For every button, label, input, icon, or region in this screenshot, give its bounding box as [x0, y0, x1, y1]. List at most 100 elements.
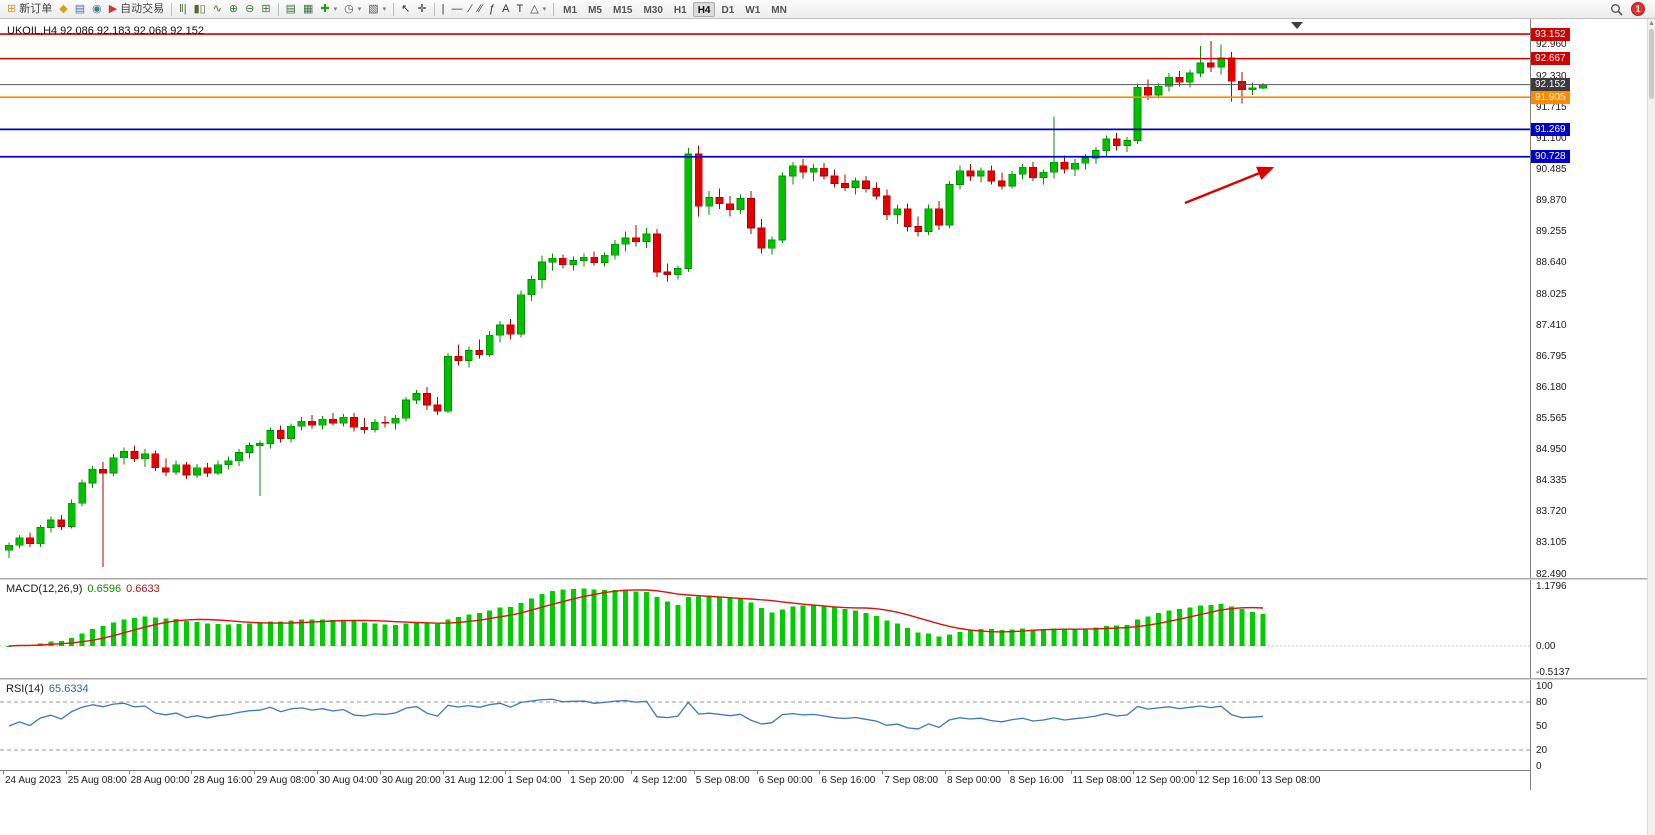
macd-bar: [602, 590, 608, 646]
timeframe-h4[interactable]: H4: [692, 1, 716, 17]
candlestick-chart-icon-glyph: ▮▯: [193, 2, 206, 15]
channel-icon[interactable]: ∕∕: [475, 1, 485, 18]
candle-body: [1018, 166, 1027, 175]
template-menu-button[interactable]: ▧ ▾: [365, 1, 389, 18]
zoom-in-icon[interactable]: ⊕: [226, 1, 241, 18]
template-menu-button-glyph: ▧: [368, 2, 379, 15]
shapes-menu-button-glyph: △: [530, 2, 539, 15]
price-level-badge: 91.905: [1531, 90, 1570, 104]
macd-bar: [299, 619, 305, 646]
candle-body: [99, 468, 107, 474]
candle-body: [997, 180, 1006, 187]
macd-bar: [915, 632, 921, 646]
candle-body: [538, 261, 546, 280]
price-axis[interactable]: 92.960 92.330 91.715 91.100 90.485 89.870 89.2…: [1530, 19, 1648, 790]
macd-bar: [978, 629, 984, 646]
horizontal-line-icon[interactable]: —: [448, 1, 465, 18]
rsi-axis-label: 100: [1536, 681, 1553, 692]
chart-list-icon[interactable]: ▤: [283, 1, 299, 18]
timeframes-menu-button[interactable]: ◷ ▾: [341, 1, 364, 18]
timeframe-m5[interactable]: M5: [588, 4, 602, 16]
rsi-panel[interactable]: RSI(14) 65.6334: [0, 680, 1530, 770]
zoom-out-icon[interactable]: ⊖: [242, 1, 257, 18]
macd-bar: [685, 597, 691, 646]
candle-body: [653, 233, 661, 273]
time-axis-tick: [317, 771, 318, 774]
candle-body: [663, 271, 672, 275]
autotrading-button[interactable]: ▶ 自动交易: [106, 1, 167, 18]
notification-badge[interactable]: 1: [1631, 2, 1645, 16]
text-label-icon[interactable]: T: [513, 1, 526, 18]
macd-bar: [215, 624, 221, 646]
data-window-icon[interactable]: ◉: [89, 1, 105, 18]
price-tick-label: 92.960: [1536, 38, 1567, 50]
candlestick-chart[interactable]: [0, 19, 1530, 578]
add-indicator-button-glyph: ✚: [320, 2, 330, 15]
macd-bar: [372, 623, 378, 646]
search-icon[interactable]: [1607, 1, 1626, 18]
candlestick-chart-icon[interactable]: ▮▯: [191, 1, 209, 18]
price-tick-label: 84.335: [1536, 475, 1567, 487]
bar-chart-icon[interactable]: ‖|: [176, 1, 189, 18]
scrollbar-thumb[interactable]: [1649, 29, 1654, 99]
text-icon[interactable]: A: [499, 1, 512, 18]
macd-panel[interactable]: MACD(12,26,9) 0.6596 0.6633: [0, 580, 1530, 678]
macd-bar: [309, 619, 315, 646]
chart-cascade-icon[interactable]: ▦: [300, 1, 316, 18]
scrollbar-up-arrow[interactable]: ▲: [1648, 20, 1655, 27]
tile-windows-icon[interactable]: ⊞: [258, 1, 273, 18]
profiles-icon[interactable]: ◆: [56, 1, 70, 18]
crosshair-icon[interactable]: ✛: [414, 1, 429, 18]
data-window-icon-glyph: ◉: [92, 2, 102, 15]
macd-bar: [382, 624, 388, 646]
fibonacci-icon[interactable]: ƒ: [486, 1, 498, 18]
timeframe-w1[interactable]: W1: [745, 4, 761, 16]
candle-body: [339, 416, 348, 424]
market-watch-icon[interactable]: ▤: [72, 1, 88, 18]
autotrading-button-label: 自动交易: [120, 2, 165, 15]
main-chart-panel[interactable]: UKOIL,H4 92.086 92.183 92.068 92.152: [0, 19, 1530, 578]
line-chart-icon[interactable]: ∿: [210, 1, 225, 18]
price-level-badge: 91.269: [1531, 122, 1570, 136]
timeframe-mn[interactable]: MN: [771, 4, 787, 16]
time-axis-tick: [379, 771, 381, 774]
panel-splitter-rsi[interactable]: [0, 678, 1655, 680]
macd-bar: [581, 588, 587, 646]
add-indicator-button[interactable]: ✚ ▾: [317, 1, 340, 18]
new-order-button[interactable]: ⊞ 新订单: [4, 1, 55, 18]
panel-splitter-macd[interactable]: [0, 578, 1655, 580]
time-axis-label: 8 Sep 16:00: [1009, 775, 1064, 786]
candle-body: [1029, 166, 1037, 178]
timeframe-m30[interactable]: M30: [643, 4, 663, 16]
chart-shift-marker[interactable]: [1291, 22, 1303, 29]
cursor-icon[interactable]: ↖: [398, 1, 413, 18]
trendline-icon[interactable]: ∕: [466, 1, 474, 18]
timeframe-h1[interactable]: H1: [673, 4, 687, 16]
candle-body: [945, 184, 954, 226]
macd-bar: [79, 633, 85, 646]
candle-body: [705, 197, 714, 207]
candle-body: [245, 445, 254, 454]
vertical-line-icon[interactable]: |: [439, 1, 448, 18]
macd-bar: [257, 623, 263, 646]
candle-body: [903, 208, 912, 227]
time-axis-tick: [128, 771, 130, 774]
shapes-menu-button[interactable]: △ ▾: [527, 1, 549, 18]
macd-bar: [894, 623, 900, 646]
macd-bar: [738, 598, 743, 646]
timeframe-m1[interactable]: M1: [563, 4, 578, 16]
candle-body: [464, 350, 473, 361]
macd-axis-label: 1.1796: [1536, 581, 1567, 592]
macd-bar: [246, 623, 252, 646]
arrow-annotation[interactable]: [1184, 166, 1275, 205]
timeframe-m15[interactable]: M15: [612, 4, 633, 16]
macd-bar: [654, 596, 660, 646]
vertical-scrollbar[interactable]: ▲: [1647, 19, 1655, 835]
candle-body: [799, 165, 808, 173]
price-tick-label: 91.100: [1536, 132, 1567, 144]
time-axis[interactable]: 24 Aug 2023 25 Aug 08:00 28 Aug 00:00 28 Au…: [0, 770, 1655, 790]
timeframe-d1[interactable]: D1: [721, 4, 735, 16]
macd-bar: [69, 637, 75, 646]
rsi-line: [8, 698, 1264, 730]
candle-body: [694, 153, 703, 207]
